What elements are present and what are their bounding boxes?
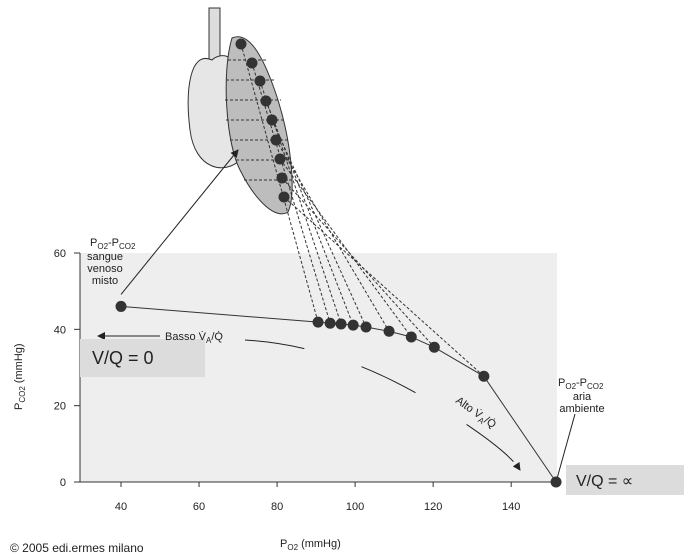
connector bbox=[281, 177, 435, 348]
x-axis-label: PO2 (mmHg) bbox=[280, 538, 341, 552]
y-tick-label: 0 bbox=[60, 477, 66, 489]
vq-inf: V/Q = ∝ bbox=[576, 473, 633, 490]
lung-unit bbox=[254, 75, 266, 87]
lung-unit bbox=[260, 95, 272, 107]
connector bbox=[275, 139, 390, 332]
low-label: Basso V̇A/Q̇ bbox=[165, 330, 223, 345]
venous-label-line: sangue bbox=[87, 251, 123, 263]
point bbox=[428, 341, 440, 353]
copyright: © 2005 edi.ermes milano bbox=[10, 541, 144, 555]
lung-unit bbox=[235, 38, 247, 50]
point bbox=[115, 300, 127, 312]
lung-unit bbox=[246, 57, 258, 69]
point bbox=[478, 370, 490, 382]
x-tick-label: 60 bbox=[193, 501, 205, 513]
connector bbox=[271, 119, 367, 328]
point bbox=[550, 476, 562, 488]
x-tick-label: 80 bbox=[271, 501, 283, 513]
y-axis-label: PCO2 (mmHg) bbox=[13, 343, 27, 410]
flow-arrow bbox=[244, 339, 521, 471]
venous-label-line: venoso bbox=[87, 263, 122, 275]
y-tick-label: 60 bbox=[54, 248, 66, 260]
lung-unit bbox=[274, 153, 286, 165]
point bbox=[312, 316, 324, 328]
venous-arrow bbox=[120, 149, 239, 295]
point bbox=[383, 325, 395, 337]
y-tick-label: 20 bbox=[54, 401, 66, 413]
vq-zero: V/Q = 0 bbox=[92, 348, 154, 368]
x-tick-label: 40 bbox=[115, 501, 127, 513]
vq-zero-box bbox=[80, 339, 205, 377]
venous-label: PO2-PCO2 bbox=[90, 237, 136, 251]
x-tick-label: 120 bbox=[424, 501, 442, 513]
x-tick-label: 140 bbox=[502, 501, 520, 513]
x-tick-label: 100 bbox=[346, 501, 364, 513]
lung-unit bbox=[270, 134, 282, 146]
lung-unit bbox=[276, 172, 288, 184]
lung-unit bbox=[266, 114, 278, 126]
connector bbox=[279, 158, 412, 338]
air-pointer bbox=[555, 413, 576, 483]
air-label-line: ambiente bbox=[559, 403, 604, 415]
vq-inf-box bbox=[566, 465, 684, 495]
air-label-line: aria bbox=[573, 391, 592, 403]
point bbox=[347, 319, 359, 331]
venous-label-line: misto bbox=[92, 275, 118, 287]
connector bbox=[240, 43, 319, 323]
y-tick-label: 40 bbox=[54, 324, 66, 336]
point bbox=[360, 321, 372, 333]
point bbox=[324, 317, 336, 329]
air-label: PO2-PCO2 bbox=[558, 377, 604, 391]
point bbox=[335, 318, 347, 330]
lung-unit bbox=[278, 191, 290, 203]
point bbox=[405, 331, 417, 343]
